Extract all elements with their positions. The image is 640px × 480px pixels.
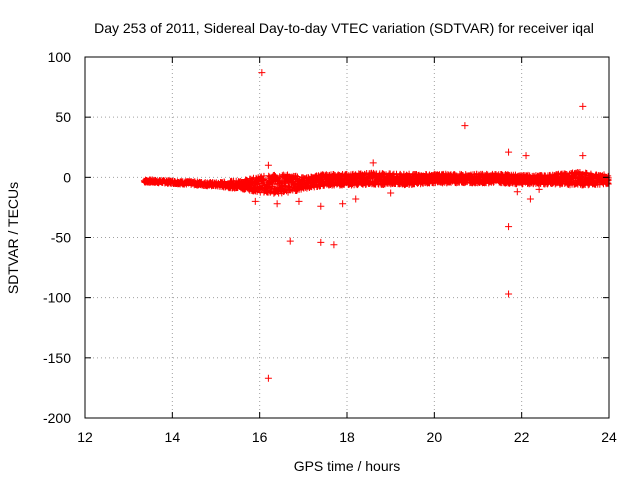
data-band	[140, 169, 612, 197]
data-point	[330, 241, 338, 249]
data-point	[295, 197, 303, 205]
band-point	[414, 180, 421, 187]
axis-ticks: 12 14 16 18 20 22 24 -200 -150 -100 -50 0 50 100	[43, 49, 617, 445]
x-tick-label: 24	[601, 429, 617, 445]
data-point	[273, 200, 281, 208]
data-point	[251, 197, 259, 205]
data-point	[352, 195, 360, 203]
data-point	[286, 237, 294, 245]
data-point	[461, 122, 469, 130]
data-point	[264, 161, 272, 169]
y-tick-label: -200	[43, 410, 71, 426]
data-point	[526, 195, 534, 203]
x-tick-label: 16	[252, 429, 268, 445]
data-point	[339, 200, 347, 208]
data-point	[522, 152, 530, 160]
x-axis-label: GPS time / hours	[294, 458, 401, 474]
x-tick-label: 18	[339, 429, 355, 445]
data-point	[317, 202, 325, 210]
data-point	[264, 374, 272, 382]
band-point	[265, 172, 272, 179]
x-tick-label: 22	[514, 429, 530, 445]
data-point	[505, 148, 513, 156]
data-point	[513, 188, 521, 196]
x-tick-label: 14	[165, 429, 181, 445]
y-tick-label: 50	[55, 109, 71, 125]
data-point	[505, 290, 513, 298]
data-point	[535, 185, 543, 193]
data-point	[505, 223, 513, 231]
data-point	[258, 69, 266, 77]
x-tick-label: 12	[77, 429, 93, 445]
y-tick-label: -150	[43, 350, 71, 366]
y-tick-label: -50	[51, 230, 71, 246]
band-point	[285, 183, 292, 190]
grid-lines	[85, 57, 609, 418]
data-point	[579, 102, 587, 110]
x-tick-label: 20	[427, 429, 443, 445]
band-point	[585, 182, 592, 189]
data-points	[251, 69, 587, 382]
data-point	[317, 238, 325, 246]
y-tick-label: 100	[48, 49, 72, 65]
data-point	[387, 189, 395, 197]
y-axis-label: SDTVAR / TECUs	[5, 182, 21, 294]
y-tick-label: 0	[63, 169, 71, 185]
y-tick-label: -100	[43, 290, 71, 306]
band-point	[259, 175, 266, 182]
chart-title: Day 253 of 2011, Sidereal Day-to-day VTE…	[94, 20, 594, 36]
data-point	[579, 152, 587, 160]
data-point	[369, 159, 377, 167]
